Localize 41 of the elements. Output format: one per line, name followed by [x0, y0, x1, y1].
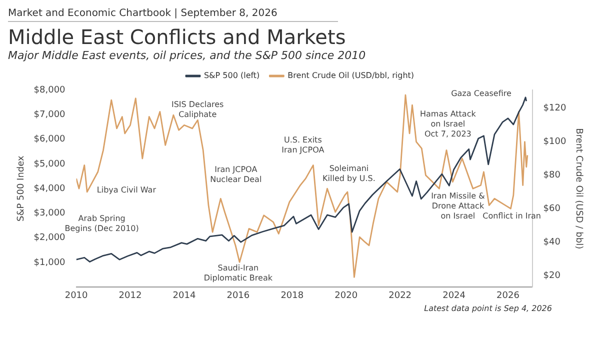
y-tick-label: $2,000: [34, 233, 66, 244]
annotation: Hamas Attack on Israel Oct 7, 2023: [420, 110, 476, 139]
chart-subtitle: Major Middle East events, oil prices, and the S&P 500 since 2010: [8, 49, 367, 62]
x-tick-label: 2014: [172, 290, 196, 301]
y2-tick-label: $40: [543, 237, 561, 248]
x-tick-label: 2022: [388, 290, 412, 301]
x-tick-label: 2024: [442, 290, 466, 301]
y-tick-label: $6,000: [34, 134, 66, 145]
x-tick-label: 2012: [118, 290, 142, 301]
y2-axis-title: Brent Crude Oil (USD / bbl): [573, 128, 584, 250]
annotation: Conflict in Iran: [482, 211, 541, 220]
text: Latest data point is Sep 4, 2026: [423, 304, 553, 313]
x-tick-label: 2018: [280, 290, 304, 301]
annotation: Gaza Ceasefire: [451, 89, 512, 98]
y-tick-label: $8,000: [34, 85, 66, 96]
x-tick-label: 2020: [334, 290, 358, 301]
y2-tick-label: $80: [543, 170, 561, 181]
y2-tick-label: $60: [543, 204, 561, 214]
annotation: Soleimani Killed by U.S.: [322, 164, 376, 183]
annotation: Saudi-Iran Diplomatic Break: [204, 263, 273, 282]
y-tick-label: $3,000: [34, 208, 66, 219]
y-tick-label: $5,000: [34, 159, 66, 170]
x-tick-label: 2016: [226, 290, 250, 301]
text: Market and Economic Chartbook | September 8, 2026: [8, 8, 338, 22]
y2-tick-label: $120: [543, 104, 566, 114]
y-tick-label: $7,000: [34, 110, 66, 120]
y2-tick-label: $100: [543, 137, 566, 148]
y-tick-label: $1,000: [34, 258, 66, 268]
annotation: U.S. Exits Iran JCPOA: [282, 135, 325, 154]
annotation: Libya Civil War: [96, 186, 157, 195]
legend-label: Brent Crude Oil (USD/bbl, right): [288, 71, 414, 80]
y2-tick-label: $20: [543, 270, 561, 281]
annotation: Arab Spring Begins (Dec 2010): [64, 214, 139, 234]
y-axis-title: S&P 500 Index: [16, 155, 27, 222]
annotation: Iran JCPOA Nuclear Deal: [210, 164, 262, 184]
legend-label: S&P 500 (left): [204, 71, 260, 80]
x-tick-label: 2010: [64, 290, 88, 301]
y-tick-label: $4,000: [34, 184, 66, 194]
annotation: ISIS Declares Caliphate: [171, 100, 224, 119]
x-tick-label: 2026: [496, 290, 520, 301]
chart-title: Middle East Conflicts and Markets: [8, 25, 347, 49]
